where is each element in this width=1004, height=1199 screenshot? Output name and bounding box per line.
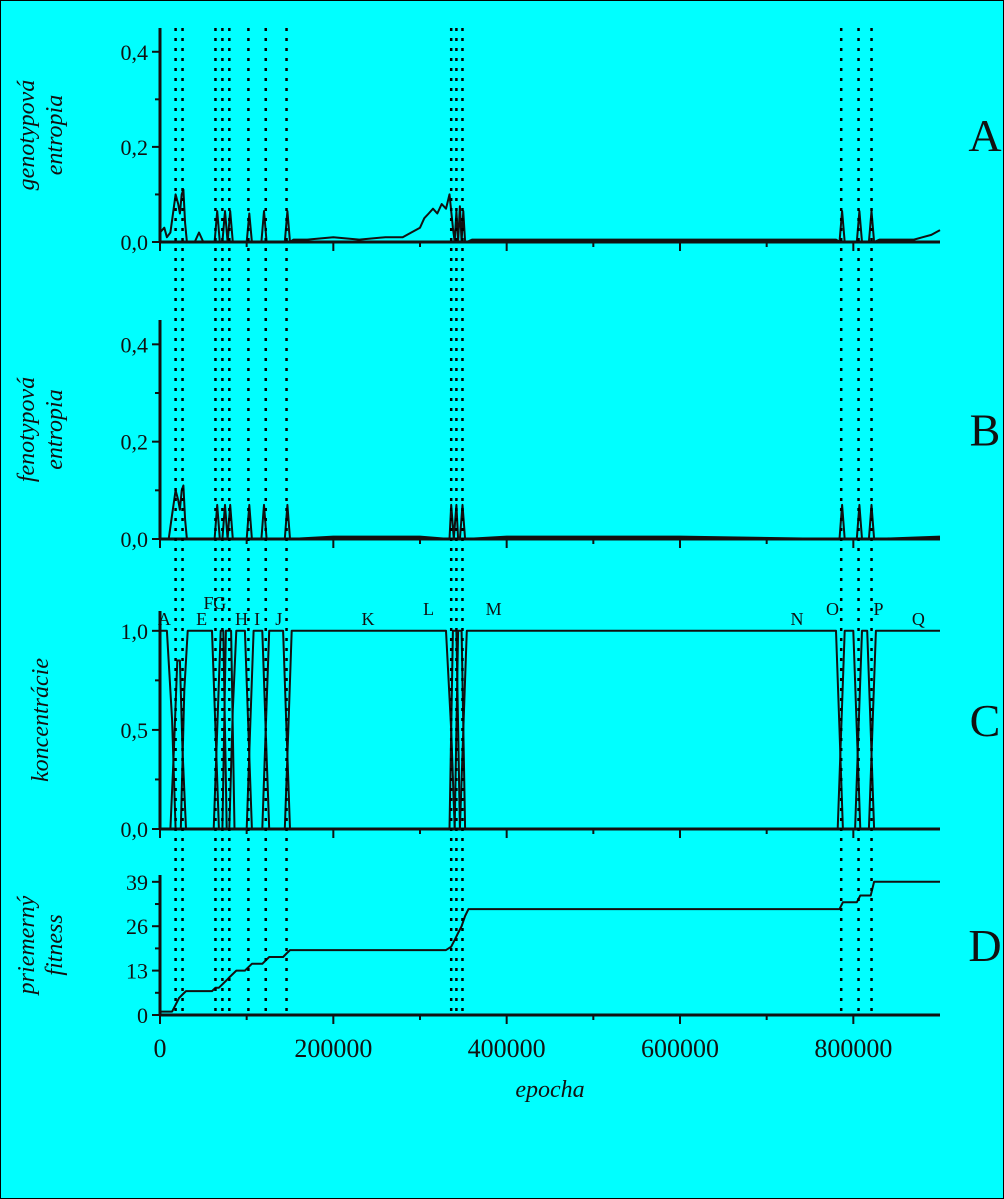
- x-tick-label: 600000: [641, 1034, 719, 1063]
- segment-label: I: [254, 609, 260, 629]
- x-axis-label: epocha: [515, 1077, 584, 1103]
- panel-letter: C: [970, 695, 1001, 746]
- y-axis-label: entropia: [42, 95, 68, 175]
- segment-label: N: [791, 609, 804, 629]
- panel-a: 0,0 0,2 0,4 genotypová entropia A: [14, 28, 1002, 255]
- panel-letter: D: [968, 920, 1001, 971]
- y-axis-label: fitness: [42, 914, 68, 975]
- series-line: [160, 880, 940, 1013]
- series-line: [283, 629, 456, 830]
- x-tick-label: 800000: [814, 1034, 892, 1063]
- x-tick-label: 0: [154, 1034, 167, 1063]
- panel-b: 0,0 0,2 0,4 fenotypová entropia B: [14, 320, 1000, 552]
- x-tick-label: 400000: [468, 1034, 546, 1063]
- segment-label: L: [423, 599, 434, 619]
- segment-label: P: [873, 599, 883, 619]
- panel-d: 0 13 26 39 priemerný fitness D: [14, 870, 1002, 1028]
- segment-label: A: [158, 609, 171, 629]
- y-axis-label: priemerný: [14, 895, 40, 996]
- segment-label: G: [213, 593, 226, 613]
- y-tick-label: 26: [126, 914, 148, 939]
- guide-lines-layer: [174, 28, 873, 1015]
- y-tick-label: 0,4: [121, 332, 149, 357]
- y-tick-label: 0,4: [121, 40, 149, 65]
- segment-label: E: [196, 609, 207, 629]
- y-tick-label: 1,0: [121, 619, 149, 644]
- y-axis-label: fenotypová: [14, 377, 40, 482]
- series-line: [245, 629, 271, 830]
- panel-c: 0,0 0,5 1,0 koncentrácie C A EF GH I J K L M N O P Q: [28, 593, 1000, 842]
- segment-label: J: [275, 609, 282, 629]
- panel-letter: A: [968, 110, 1001, 161]
- y-tick-label: 0,0: [121, 527, 149, 552]
- y-axis-label: entropia: [42, 389, 68, 469]
- y-tick-label: 39: [126, 870, 148, 895]
- series-line: [458, 629, 844, 830]
- y-tick-label: 0: [137, 1003, 148, 1028]
- segment-label: F: [204, 593, 214, 613]
- x-axis-layer: epocha 0 200000 400000 600000 800000: [154, 1034, 893, 1103]
- y-tick-label: 0,0: [121, 817, 149, 842]
- y-tick-label: 13: [126, 959, 148, 984]
- y-axis-label: genotypová: [14, 80, 40, 191]
- y-tick-label: 0,2: [121, 135, 149, 160]
- y-axis-label: koncentrácie: [28, 658, 54, 782]
- series-line: [160, 484, 941, 540]
- y-tick-label: 0,0: [121, 230, 149, 255]
- y-tick-label: 0,5: [121, 718, 149, 743]
- segment-label: M: [486, 599, 502, 619]
- series-line: [159, 188, 941, 243]
- segment-label: K: [362, 609, 375, 629]
- segment-label: O: [826, 599, 839, 619]
- y-tick-label: 0,2: [121, 430, 149, 455]
- series-line: [867, 629, 940, 830]
- segment-label: Q: [912, 609, 925, 629]
- segment-label: H: [235, 609, 248, 629]
- panel-letter: B: [970, 405, 1001, 456]
- x-tick-label: 200000: [294, 1034, 372, 1063]
